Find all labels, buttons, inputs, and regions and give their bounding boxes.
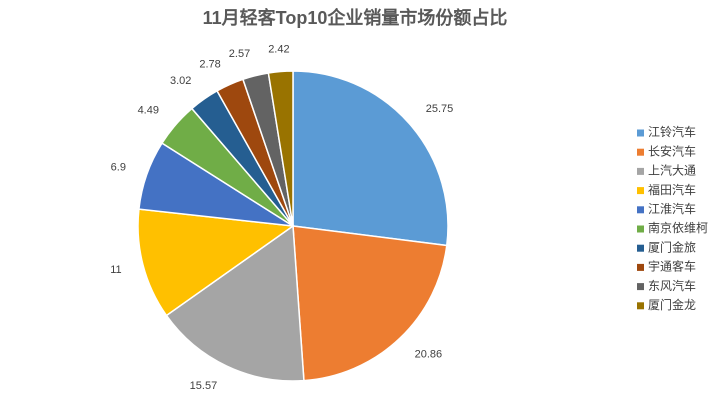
pie-slice [292, 225, 448, 382]
pie-slice [137, 208, 296, 317]
legend-swatch [637, 206, 644, 214]
legend-swatch [637, 244, 644, 252]
legend-swatch [637, 225, 644, 233]
data-label: 25.75 [426, 103, 454, 115]
legend-label: 厦门金龙 [648, 297, 696, 312]
data-label: 20.86 [415, 348, 443, 360]
legend-label: 江淮汽车 [648, 201, 696, 216]
legend-swatch [637, 187, 644, 195]
data-label: 2.78 [199, 58, 220, 70]
legend-swatch [637, 129, 644, 137]
data-label: 2.42 [268, 43, 289, 55]
legend-swatch [637, 148, 644, 156]
legend-swatch [637, 167, 644, 175]
data-label: 3.02 [170, 75, 191, 87]
pie-slice [292, 70, 449, 247]
pie-slice [165, 224, 305, 382]
legend-label: 东风汽车 [648, 278, 696, 293]
legend-label: 江铃汽车 [648, 124, 696, 139]
legend-swatch [637, 283, 644, 291]
legend-label: 福田汽车 [648, 182, 696, 197]
legend-label: 长安汽车 [648, 143, 696, 158]
data-label: 6.9 [111, 161, 126, 173]
data-label: 15.57 [190, 380, 218, 392]
data-label: 4.49 [138, 104, 159, 116]
data-label: 11 [110, 264, 121, 276]
legend-swatch [637, 263, 644, 271]
pie-slice [267, 70, 294, 227]
legend-label: 宇通客车 [648, 259, 696, 274]
data-label: 2.57 [229, 48, 250, 60]
chart-title: 11月轻客Top10企业销量市场份额占比 [203, 7, 508, 28]
legend-swatch [637, 302, 644, 310]
legend-label: 上汽大通 [648, 163, 696, 178]
legend-label: 南京依维柯 [648, 220, 708, 235]
legend-label: 厦门金旅 [648, 239, 696, 254]
